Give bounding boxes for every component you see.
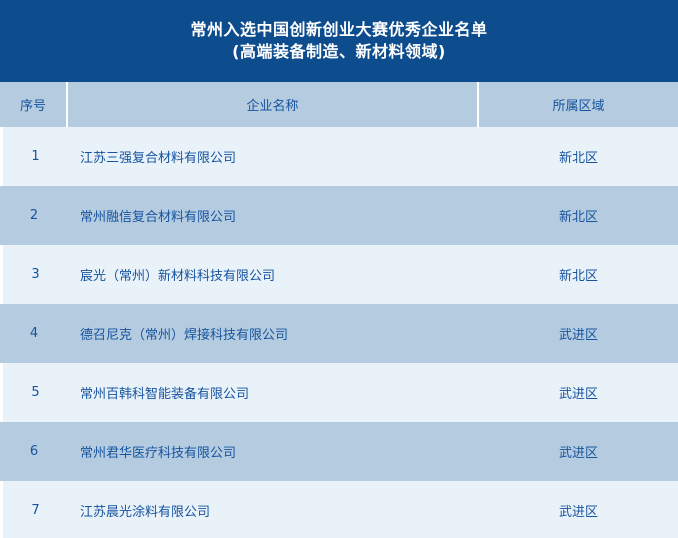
header-cell-company-name: 企业名称 xyxy=(68,82,479,127)
cell-index: 5 xyxy=(31,385,40,400)
cell-region: 武进区 xyxy=(558,328,598,343)
cell-company-name: 常州融信复合材料有限公司 xyxy=(80,210,237,225)
header-cell-index: 序号 xyxy=(0,82,68,127)
table-row: 1 江苏三强复合材料有限公司 新北区 xyxy=(0,127,678,186)
cell-region: 新北区 xyxy=(558,210,598,225)
cell-index: 7 xyxy=(31,503,40,518)
cell-company-name: 常州百韩科智能装备有限公司 xyxy=(80,387,250,402)
cell-region: 新北区 xyxy=(558,269,598,284)
cell-index: 3 xyxy=(31,267,40,282)
cell-region: 武进区 xyxy=(558,505,598,520)
header-cell-region: 所属区域 xyxy=(552,99,605,114)
table-row: 3 宸光（常州）新材料科技有限公司 新北区 xyxy=(0,245,678,304)
table-row: 6 常州君华医疗科技有限公司 武进区 xyxy=(0,422,678,481)
cell-index: 2 xyxy=(29,208,39,223)
cell-company-name: 常州君华医疗科技有限公司 xyxy=(80,446,237,461)
table-title: 常州入选中国创新创业大赛优秀企业名单 (高端装备制造、新材料领域) xyxy=(0,0,678,82)
cell-company-name: 宸光（常州）新材料科技有限公司 xyxy=(80,269,276,284)
title-line-1: 常州入选中国创新创业大赛优秀企业名单 xyxy=(190,20,488,39)
cell-index: 1 xyxy=(31,149,40,164)
cell-company-name: 江苏三强复合材料有限公司 xyxy=(80,151,237,166)
cell-company-name: 德召尼克（常州）焊接科技有限公司 xyxy=(80,328,289,343)
cell-region: 武进区 xyxy=(558,387,598,402)
cell-company-name: 江苏晨光涂料有限公司 xyxy=(80,505,211,520)
cell-index: 4 xyxy=(29,326,39,341)
table-row: 2 常州融信复合材料有限公司 新北区 xyxy=(0,186,678,245)
table-row: 4 德召尼克（常州）焊接科技有限公司 武进区 xyxy=(0,304,678,363)
table-header-row: 序号 企业名称 所属区域 xyxy=(0,82,678,127)
cell-index: 6 xyxy=(29,444,39,459)
title-line-2: (高端装备制造、新材料领域) xyxy=(232,42,446,61)
cell-region: 新北区 xyxy=(558,151,598,166)
table-row: 5 常州百韩科智能装备有限公司 武进区 xyxy=(0,363,678,422)
table-row: 7 江苏晨光涂料有限公司 武进区 xyxy=(0,481,678,538)
cell-region: 武进区 xyxy=(558,446,598,461)
